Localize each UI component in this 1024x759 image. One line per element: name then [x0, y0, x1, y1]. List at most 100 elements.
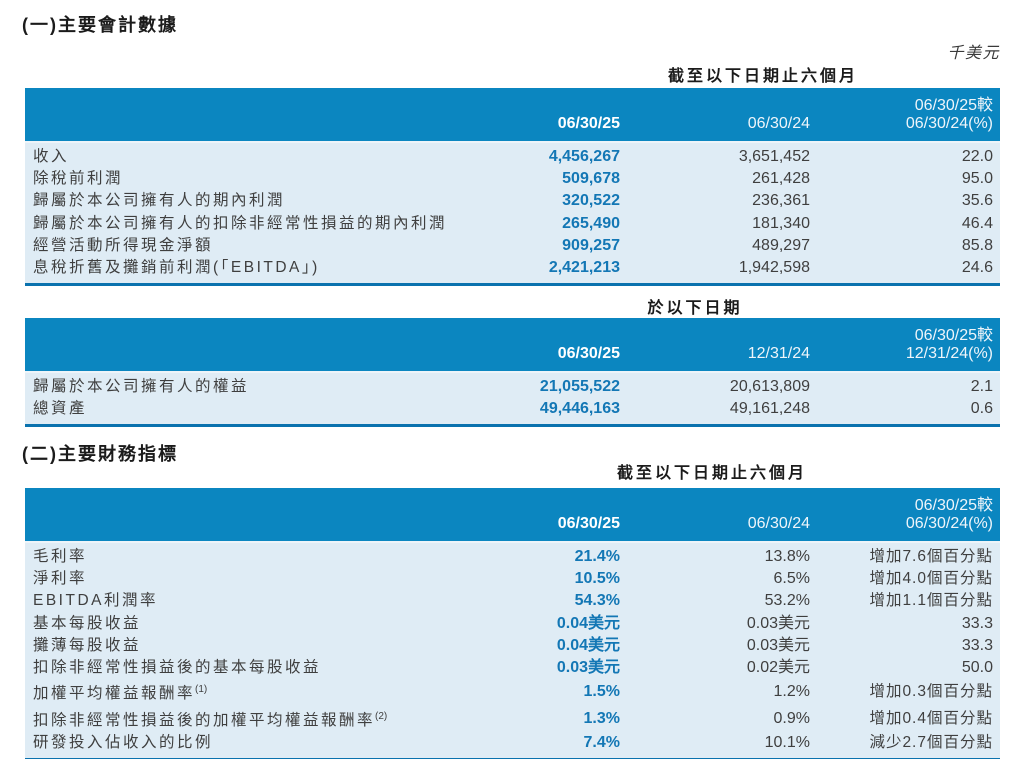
row-label: 研發投入佔收入的比例 — [33, 733, 214, 751]
row-label: 歸屬於本公司擁有人的扣除非經常性損益的期內利潤 — [33, 214, 448, 232]
change-value: 22.0 — [961, 148, 993, 165]
row-label: 總資產 — [33, 400, 88, 418]
prior-value: 0.03美元 — [746, 614, 810, 632]
table2-header-row: 06/30/25 12/31/24 06/30/25較 12/31/24(%) — [25, 318, 1000, 373]
table1-period-label: 截至以下日期止六個月 — [667, 68, 859, 85]
row-label: 加權平均權益報酬率(1) — [25, 679, 418, 705]
table-row: 息稅折舊及攤銷前利潤(「EBITDA」) 2,421,213 1,942,598… — [25, 257, 1000, 285]
current-value: 21.4% — [574, 548, 620, 565]
change-value: 85.8 — [961, 236, 993, 254]
table-row: 歸屬於本公司擁有人的期內利潤 320,522 236,361 35.6 — [25, 190, 1000, 212]
row-label-text: 扣除非經常性損益後的加權平均權益報酬率 — [33, 711, 376, 729]
current-value: 4,456,267 — [548, 148, 620, 165]
row-label: 歸屬於本公司擁有人的期內利潤 — [33, 192, 286, 210]
change-value: 2.1 — [970, 378, 993, 395]
table-row: 扣除非經常性損益後的加權平均權益報酬率(2) 1.3% 0.9% 增加0.4個百… — [25, 706, 1000, 732]
prior-value: 1.2% — [773, 683, 810, 701]
section-title-accounting-data: (一)主要會計數據 — [22, 15, 178, 35]
table3-change-header-line1: 06/30/25較 — [914, 497, 993, 514]
current-value: 2,421,213 — [548, 259, 620, 277]
current-value: 1.5% — [583, 683, 620, 701]
row-label: 經營活動所得現金淨額 — [33, 236, 214, 254]
row-label: 攤薄每股收益 — [33, 636, 142, 654]
table3-change-header-line2: 06/30/24(%) — [905, 515, 993, 532]
table-row: 毛利率 21.4% 13.8% 增加7.6個百分點 — [25, 542, 1000, 568]
table2-label-column-header — [25, 318, 418, 373]
row-label: 息稅折舊及攤銷前利潤(「EBITDA」) — [33, 259, 320, 277]
footnote-ref-1: (1) — [195, 684, 208, 696]
change-value: 24.6 — [961, 259, 993, 277]
table1-change-column-header: 06/30/25較 06/30/24(%) — [810, 88, 1000, 143]
change-value: 95.0 — [961, 170, 993, 188]
change-value: 增加7.6個百分點 — [869, 548, 993, 565]
current-value: 21,055,522 — [539, 378, 620, 395]
table1-prior-column-header: 06/30/24 — [620, 88, 810, 143]
prior-value: 49,161,248 — [729, 400, 810, 418]
table1-label-column-header — [25, 88, 418, 143]
current-value: 509,678 — [562, 170, 620, 188]
current-value: 54.3% — [574, 592, 620, 610]
prior-value: 13.8% — [764, 548, 810, 565]
table3-prior-column-header: 06/30/24 — [620, 488, 810, 543]
table2-change-column-header: 06/30/25較 12/31/24(%) — [810, 318, 1000, 373]
row-label-text: 加權平均權益報酬率 — [33, 685, 196, 703]
table1-header-row: 06/30/25 06/30/24 06/30/25較 06/30/24(%) — [25, 88, 1000, 143]
section-title-financial-indicators: (二)主要財務指標 — [22, 444, 178, 464]
table3-current-column-header: 06/30/25 — [418, 488, 620, 543]
table1-change-header-line2: 06/30/24(%) — [905, 115, 993, 132]
table2-change-header-line1: 06/30/25較 — [914, 327, 993, 344]
change-value: 減少2.7個百分點 — [869, 733, 993, 751]
table-row: EBITDA利潤率 54.3% 53.2% 增加1.1個百分點 — [25, 590, 1000, 612]
change-value: 增加0.3個百分點 — [869, 683, 993, 701]
prior-value: 181,340 — [752, 214, 810, 232]
prior-value: 10.1% — [764, 733, 810, 751]
prior-value: 6.5% — [773, 570, 810, 588]
table-row: 收入 4,456,267 3,651,452 22.0 — [25, 142, 1000, 168]
current-value: 265,490 — [562, 214, 620, 232]
change-value: 33.3 — [961, 636, 993, 654]
row-label: 扣除非經常性損益後的基本每股收益 — [33, 659, 322, 677]
change-value: 50.0 — [961, 659, 993, 677]
current-value: 1.3% — [583, 709, 620, 727]
table2-prior-column-header: 12/31/24 — [620, 318, 810, 373]
prior-value: 489,297 — [752, 236, 810, 254]
change-value: 0.6 — [970, 400, 993, 418]
current-value: 0.04美元 — [556, 614, 620, 632]
change-value: 增加4.0個百分點 — [869, 570, 993, 588]
table3-change-column-header: 06/30/25較 06/30/24(%) — [810, 488, 1000, 543]
table2-period-label: 於以下日期 — [647, 300, 743, 317]
current-value: 0.04美元 — [556, 636, 620, 654]
table-row: 總資產 49,446,163 49,161,248 0.6 — [25, 398, 1000, 426]
prior-value: 0.9% — [773, 709, 810, 727]
table2-change-header-line2: 12/31/24(%) — [905, 345, 993, 362]
table2-current-column-header: 06/30/25 — [418, 318, 620, 373]
current-value: 7.4% — [583, 733, 620, 751]
prior-value: 236,361 — [752, 192, 810, 210]
table-row: 研發投入佔收入的比例 7.4% 10.1% 減少2.7個百分點 — [25, 732, 1000, 759]
table1-change-header-line1: 06/30/25較 — [914, 97, 993, 114]
current-value: 10.5% — [574, 570, 620, 588]
change-value: 35.6 — [961, 192, 993, 210]
footnote-ref-2: (2) — [375, 710, 388, 722]
change-value: 增加0.4個百分點 — [869, 709, 993, 727]
table-row: 歸屬於本公司擁有人的扣除非經常性損益的期內利潤 265,490 181,340 … — [25, 213, 1000, 235]
table-row: 扣除非經常性損益後的基本每股收益 0.03美元 0.02美元 50.0 — [25, 657, 1000, 679]
row-label: EBITDA利潤率 — [33, 592, 158, 610]
change-value: 增加1.1個百分點 — [869, 592, 993, 610]
prior-value: 20,613,809 — [729, 378, 810, 395]
table-row: 基本每股收益 0.04美元 0.03美元 33.3 — [25, 613, 1000, 635]
prior-value: 0.02美元 — [746, 659, 810, 677]
balance-sheet-table: 06/30/25 12/31/24 06/30/25較 12/31/24(%) … — [25, 318, 1000, 428]
current-value: 0.03美元 — [556, 659, 620, 677]
table3-period-label: 截至以下日期止六個月 — [616, 465, 808, 482]
prior-value: 3,651,452 — [738, 148, 810, 165]
table-row: 加權平均權益報酬率(1) 1.5% 1.2% 增加0.3個百分點 — [25, 679, 1000, 705]
row-label: 除稅前利潤 — [33, 170, 124, 188]
prior-value: 0.03美元 — [746, 636, 810, 654]
table1-current-column-header: 06/30/25 — [418, 88, 620, 143]
table-row: 經營活動所得現金淨額 909,257 489,297 85.8 — [25, 235, 1000, 257]
current-value: 909,257 — [562, 236, 620, 254]
table-row: 攤薄每股收益 0.04美元 0.03美元 33.3 — [25, 635, 1000, 657]
row-label: 毛利率 — [33, 548, 88, 565]
row-label: 收入 — [33, 148, 70, 165]
